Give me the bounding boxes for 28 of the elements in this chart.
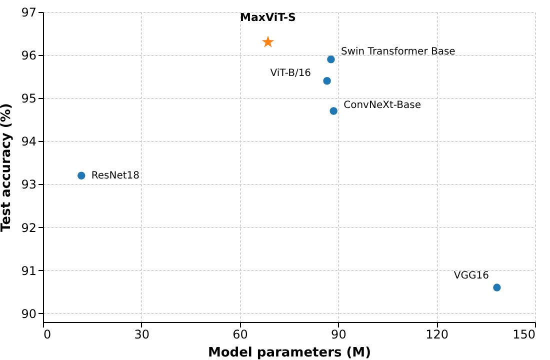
point (327, 55, 335, 64)
y-tick-label: 96 (21, 48, 36, 63)
annotation: MaxViT-S (240, 11, 296, 24)
y-tick-label: 93 (21, 178, 36, 192)
y-tick-label: 97 (21, 6, 36, 20)
x-tick-label: 90 (331, 328, 346, 342)
y-tick-label: 94 (21, 134, 36, 149)
point (493, 284, 501, 292)
y-axis-title: Test accuracy (%) (0, 103, 14, 232)
annotation: ConvNeXt-Base (344, 100, 421, 112)
point (330, 107, 338, 115)
point (78, 172, 86, 180)
point (323, 77, 331, 85)
x-tick-label: 30 (134, 328, 150, 342)
x-tick-label: 120 (426, 328, 449, 342)
x-tick-label: 0 (44, 328, 52, 342)
annotation: Swin Transformer Base (340, 46, 456, 58)
annotation: ViT-B/16 (270, 68, 312, 79)
annotation: ResNet18 (91, 170, 140, 182)
point (262, 36, 274, 48)
x-tick-label: 60 (232, 328, 248, 342)
y-tick-label: 90 (21, 306, 36, 321)
x-tick-label: 150 (512, 328, 536, 342)
annotation: VGG16 (454, 270, 489, 282)
y-tick-label: 95 (21, 92, 36, 106)
x-axis-title: Model parameters (M) (208, 346, 372, 360)
y-tick-label: 92 (21, 220, 36, 235)
y-tick-label: 91 (21, 264, 36, 278)
